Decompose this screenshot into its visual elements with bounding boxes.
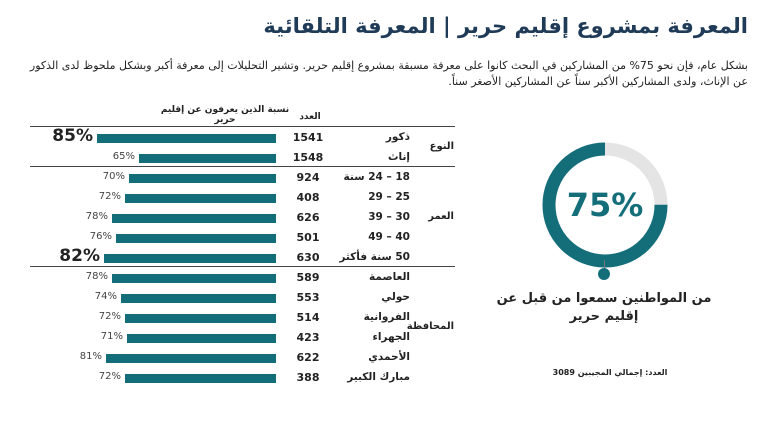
bar-value-label: 78% — [85, 271, 108, 282]
donut-connector-dot — [598, 268, 610, 280]
bar-value-label: 82% — [59, 246, 100, 266]
bar-row: 74% 553 حولي — [0, 288, 460, 308]
bar — [116, 234, 276, 243]
bar-value-label: 85% — [52, 126, 93, 146]
count-label: 501 — [296, 231, 320, 244]
count-label: 1548 — [292, 151, 324, 164]
count-label: 630 — [296, 251, 320, 264]
bar-row: 65% 1548 إناث — [0, 148, 460, 168]
bar-value-label: 72% — [98, 191, 121, 202]
bar-value-label: 65% — [112, 151, 135, 162]
count-label: 1541 — [292, 131, 324, 144]
count-label: 626 — [296, 211, 320, 224]
page-subtitle: بشكل عام، فإن نحو 75% من المشاركين في ال… — [29, 59, 748, 88]
category-label: العاصمة — [369, 271, 410, 283]
donut-connector-line — [604, 260, 605, 274]
group-label: المحافظة — [406, 321, 454, 332]
donut-chart: 75% — [540, 140, 670, 270]
bar — [106, 354, 276, 363]
bar-value-label: 81% — [79, 351, 102, 362]
donut-caption: من المواطنين سمعوا من قبل عن إقليم حرير — [496, 291, 712, 324]
bar-row: 70% 924 18 – 24 سنة — [0, 168, 460, 188]
bar-column-header: نسبة الذين يعرفون عن إقليم حرير — [160, 105, 290, 125]
bar — [125, 314, 276, 323]
category-label: 30 – 39 — [368, 211, 410, 223]
count-label: 408 — [296, 191, 320, 204]
count-label: 924 — [296, 171, 320, 184]
group-separator — [30, 126, 455, 127]
bar-row: 72% 408 25 – 29 — [0, 188, 460, 208]
count-label: 553 — [296, 291, 320, 304]
category-label: الأحمدي — [368, 351, 410, 363]
bar-row: 76% 501 40 – 49 — [0, 228, 460, 248]
category-label: 25 – 29 — [368, 191, 410, 203]
bar-row: 71% 423 الجهراء — [0, 328, 460, 348]
category-label: إناث — [387, 151, 410, 163]
bar-value-label: 71% — [100, 331, 123, 342]
bar-value-label: 78% — [85, 211, 108, 222]
bar-row: 85% 1541 ذكور — [0, 126, 460, 148]
category-label: 40 – 49 — [368, 231, 410, 243]
bar-value-label: 72% — [98, 371, 121, 382]
bar — [121, 294, 276, 303]
count-label: 388 — [296, 371, 320, 384]
bar — [125, 374, 276, 383]
category-label: ذكور — [385, 131, 410, 143]
group-separator — [30, 266, 455, 267]
category-label: حولي — [381, 291, 410, 303]
page-title: المعرفة بمشروع إقليم حرير | المعرفة التل… — [263, 14, 748, 38]
bar-value-label: 74% — [94, 291, 117, 302]
count-label: 622 — [296, 351, 320, 364]
count-column-header: العدد — [299, 112, 321, 122]
category-label: 18 – 24 سنة — [343, 171, 410, 183]
bar — [129, 174, 276, 183]
category-label: 50 سنة فأكثر — [339, 251, 410, 263]
bar — [139, 154, 276, 163]
count-label: 423 — [296, 331, 320, 344]
donut-fill — [542, 142, 668, 268]
bar — [97, 134, 276, 143]
bar-value-label: 76% — [89, 231, 112, 242]
group-label: النوع — [429, 141, 454, 152]
bar — [112, 214, 276, 223]
group-label: العمر — [428, 211, 454, 222]
bar-row: 81% 622 الأحمدي — [0, 348, 460, 368]
bar — [104, 254, 276, 263]
bar-row: 82% 630 50 سنة فأكثر — [0, 246, 460, 268]
respondents-footnote: العدد: إجمالي المجيبين 3089 — [552, 368, 668, 377]
bar-value-label: 70% — [102, 171, 125, 182]
count-label: 589 — [296, 271, 320, 284]
bar — [112, 274, 276, 283]
bar-value-label: 72% — [98, 311, 121, 322]
count-label: 514 — [296, 311, 320, 324]
bar-row: 72% 514 الفروانية — [0, 308, 460, 328]
bar-row: 78% 589 العاصمة — [0, 268, 460, 288]
category-label: الجهراء — [372, 331, 410, 343]
category-label: الفروانية — [363, 311, 410, 323]
bar — [127, 334, 276, 343]
bar — [125, 194, 276, 203]
bar-row: 78% 626 30 – 39 — [0, 208, 460, 228]
bar-row: 72% 388 مبارك الكبير — [0, 368, 460, 388]
category-label: مبارك الكبير — [347, 371, 410, 383]
group-separator — [30, 166, 455, 167]
donut-svg: 75% — [542, 142, 668, 268]
donut-value-label: 75% — [567, 186, 644, 224]
